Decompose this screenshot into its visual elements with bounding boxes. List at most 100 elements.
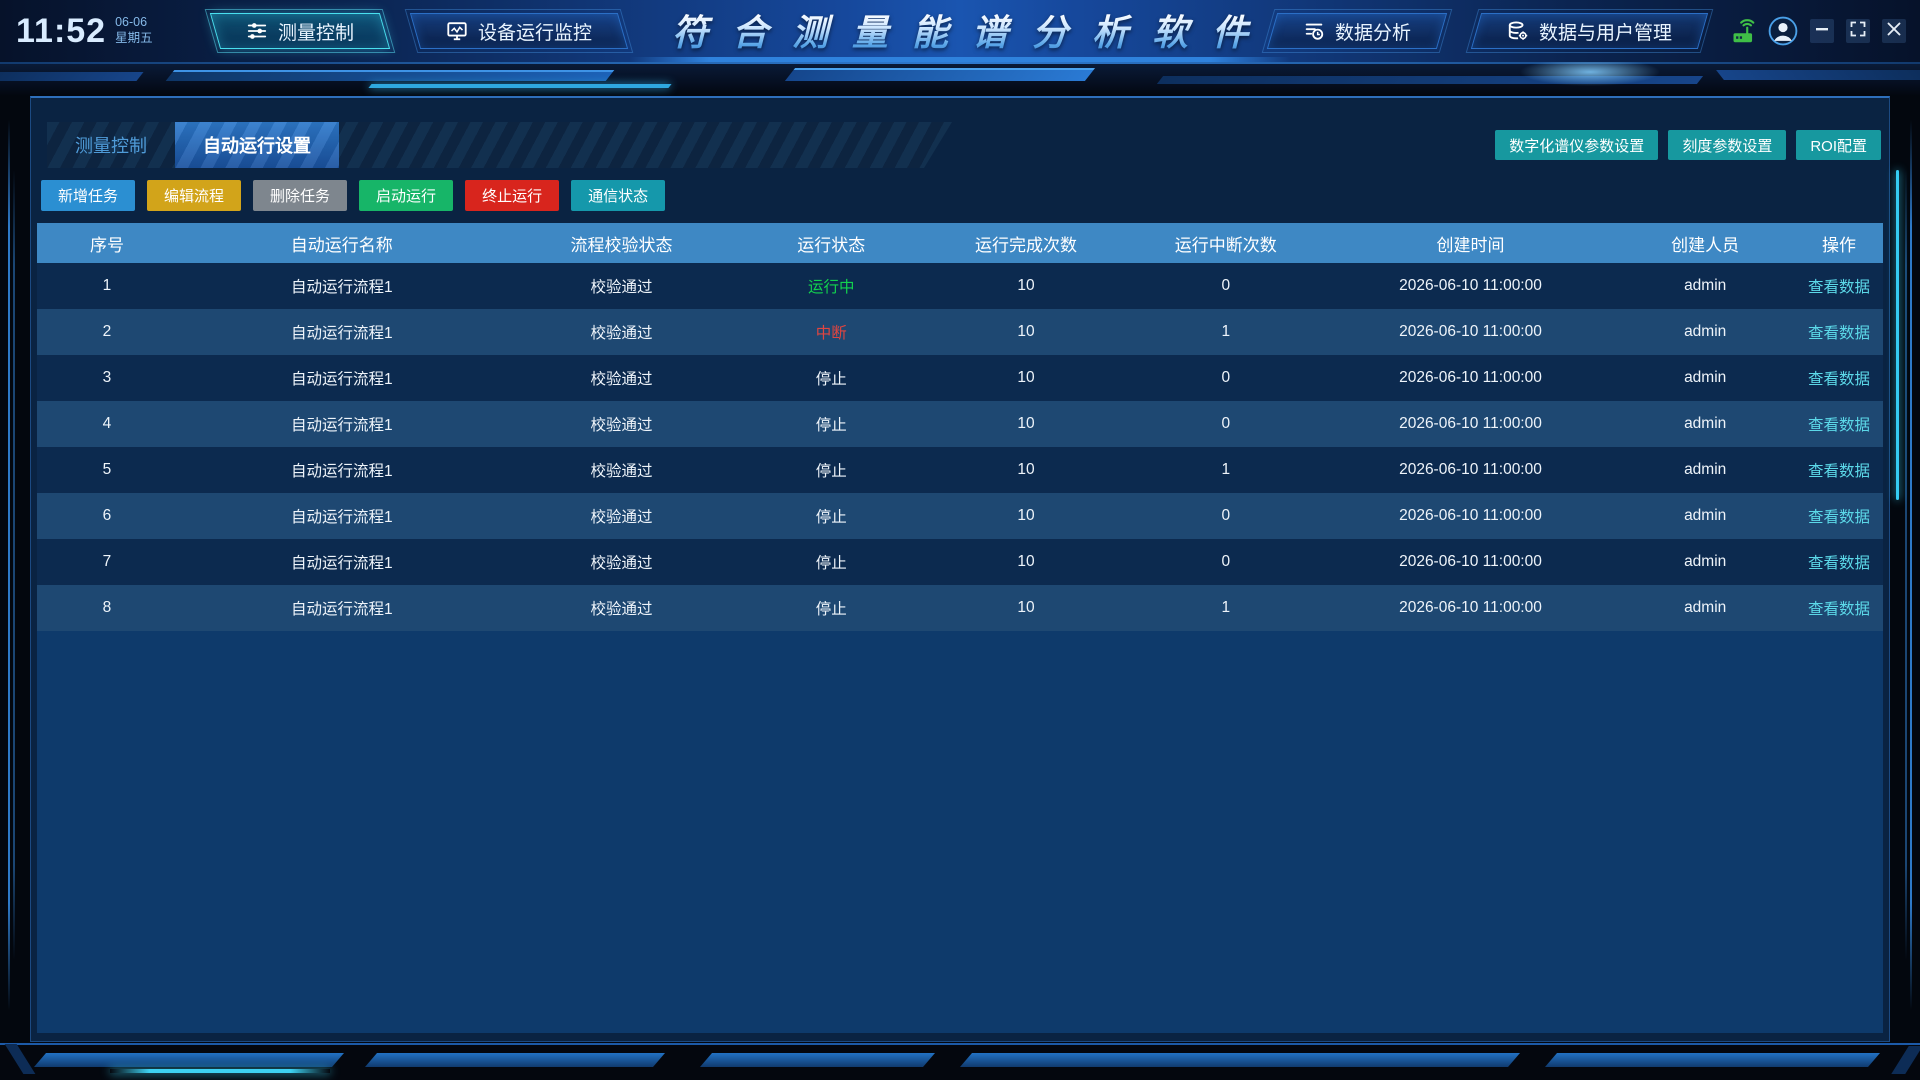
cell-creator: admin: [1684, 599, 1727, 616]
maximize-button[interactable]: [1846, 19, 1870, 43]
digitizer-params-button[interactable]: 数字化谱仪参数设置: [1495, 130, 1659, 160]
add-task-button[interactable]: 新增任务: [41, 180, 136, 211]
view-data-link[interactable]: 查看数据: [1808, 417, 1871, 434]
decor-bar: [165, 70, 615, 81]
cell-interrupted: 1: [1221, 599, 1231, 616]
cell-created: 2026-06-10 11:00:00: [1399, 323, 1542, 340]
device-online-icon[interactable]: [1729, 18, 1756, 45]
column-header: 运行中断次数: [1174, 235, 1277, 255]
cell-operation: 查看数据: [1795, 539, 1883, 585]
nav-tab-device-monitor[interactable]: 设备运行监控: [409, 13, 628, 49]
cell-check: 校验通过: [590, 371, 653, 388]
view-data-link[interactable]: 查看数据: [1808, 371, 1871, 388]
cell-check: 校验通过: [590, 417, 653, 434]
nav-tab-measure-control[interactable]: 测量控制: [209, 13, 390, 49]
cell-seq: 7: [102, 553, 112, 570]
tab-row: 测量控制 自动运行设置 数字化谱仪参数设置 刻度参数设置 ROI配置: [37, 122, 1883, 168]
decor-bar: [0, 72, 144, 81]
stop-run-button[interactable]: 终止运行: [465, 180, 560, 211]
view-data-link[interactable]: 查看数据: [1808, 509, 1871, 526]
cell-status: 停止: [815, 555, 847, 572]
table-header: 序号 自动运行名称 流程校验状态 运行状态 运行完成次数 运行中断次数 创建时间 创建人员 操作: [37, 223, 1883, 263]
cell-check: 校验通过: [590, 325, 653, 342]
cell-creator: admin: [1684, 553, 1727, 570]
column-header: 运行完成次数: [975, 235, 1078, 255]
nav-tab-data-analysis[interactable]: 数据分析: [1266, 13, 1448, 49]
calibration-params-button[interactable]: 刻度参数设置: [1668, 130, 1787, 160]
minimize-button[interactable]: [1810, 19, 1834, 43]
avatar-icon[interactable]: [1768, 16, 1798, 46]
cell-check: 校验通过: [590, 601, 653, 618]
nav-tab-label: 设备运行监控: [477, 22, 592, 44]
cell-interrupted: 0: [1221, 369, 1231, 386]
table-body: 1 自动运行流程1 校验通过 运行中 10 0 2026-06-10 11:00:00 adm…: [37, 263, 1883, 631]
report-icon: [1303, 20, 1325, 42]
cell-creator: admin: [1684, 323, 1727, 340]
cell-check: 校验通过: [590, 555, 653, 572]
table-row[interactable]: 2 自动运行流程1 校验通过 中断 10 1 2026-06-10 11:00:00 admi…: [37, 309, 1883, 355]
main-panel: 测量控制 自动运行设置 数字化谱仪参数设置 刻度参数设置 ROI配置 新增任务 编辑流程…: [30, 96, 1890, 1042]
cell-operation: 查看数据: [1795, 355, 1883, 401]
roi-config-button[interactable]: ROI配置: [1796, 130, 1881, 160]
decor-bar: [4, 1044, 36, 1074]
tab-measure-control[interactable]: 测量控制: [75, 136, 147, 156]
cell-seq: 2: [102, 323, 112, 340]
cell-operation: 查看数据: [1795, 493, 1883, 539]
cell-status: 停止: [815, 463, 847, 480]
delete-task-button[interactable]: 删除任务: [253, 180, 348, 211]
decor-bar: [784, 68, 1096, 81]
column-header: 运行状态: [797, 235, 866, 255]
cell-interrupted: 1: [1221, 461, 1231, 478]
table-row[interactable]: 3 自动运行流程1 校验通过 停止 10 0 2026-06-10 11:00:00 admi…: [37, 355, 1883, 401]
clock-time: 11:52: [16, 11, 107, 50]
edit-flow-button[interactable]: 编辑流程: [147, 180, 242, 211]
settings-buttons: 数字化谱仪参数设置 刻度参数设置 ROI配置: [1495, 130, 1881, 160]
comm-status-button[interactable]: 通信状态: [571, 180, 666, 211]
cell-seq: 5: [102, 461, 112, 478]
cell-creator: admin: [1684, 461, 1727, 478]
decor-bar: [1545, 1053, 1880, 1067]
nav-tab-label: 测量控制: [277, 22, 354, 44]
table-row[interactable]: 4 自动运行流程1 校验通过 停止 10 0 2026-06-10 11:00:00 admi…: [37, 401, 1883, 447]
task-action-buttons: 新增任务 编辑流程 删除任务 启动运行 终止运行 通信状态: [41, 180, 1883, 211]
view-data-link[interactable]: 查看数据: [1808, 555, 1871, 572]
cell-created: 2026-06-10 11:00:00: [1399, 553, 1542, 570]
cell-status: 停止: [815, 371, 847, 388]
view-data-link[interactable]: 查看数据: [1808, 601, 1871, 618]
table-row[interactable]: 5 自动运行流程1 校验通过 停止 10 1 2026-06-10 11:00:00 admi…: [37, 447, 1883, 493]
table-row[interactable]: 7 自动运行流程1 校验通过 停止 10 0 2026-06-10 11:00:00 admi…: [37, 539, 1883, 585]
cell-completed: 10: [1017, 415, 1035, 432]
cell-seq: 8: [102, 599, 112, 616]
decor-bar: [365, 1053, 665, 1067]
system-tray: [1729, 16, 1906, 46]
start-run-button[interactable]: 启动运行: [359, 180, 454, 211]
view-data-link[interactable]: 查看数据: [1808, 325, 1871, 342]
cell-name: 自动运行流程1: [290, 601, 393, 618]
cell-creator: admin: [1684, 277, 1727, 294]
edge-line-right: [1905, 170, 1907, 960]
table-row[interactable]: 6 自动运行流程1 校验通过 停止 10 0 2026-06-10 11:00:00 admi…: [37, 493, 1883, 539]
column-header: 创建时间: [1436, 235, 1505, 255]
column-header: 序号: [89, 235, 124, 255]
nav-tab-data-user-mgmt[interactable]: 数据与用户管理: [1470, 13, 1709, 49]
cell-interrupted: 0: [1221, 415, 1231, 432]
decor-glow: [110, 1069, 330, 1073]
cell-seq: 1: [102, 277, 112, 294]
decor-glow: [1520, 62, 1660, 86]
cell-created: 2026-06-10 11:00:00: [1399, 461, 1542, 478]
table-row[interactable]: 8 自动运行流程1 校验通过 停止 10 1 2026-06-10 11:00:00 admi…: [37, 585, 1883, 631]
clock-date: 06-06 星期五: [115, 15, 153, 46]
decor-bar: [368, 84, 672, 88]
table-row[interactable]: 1 自动运行流程1 校验通过 运行中 10 0 2026-06-10 11:00:00 adm…: [37, 263, 1883, 309]
close-button[interactable]: [1882, 19, 1906, 43]
table-area: 序号 自动运行名称 流程校验状态 运行状态 运行完成次数 运行中断次数 创建时间 创建人员 操作…: [37, 223, 1883, 1033]
tab-auto-run-settings[interactable]: 自动运行设置: [175, 122, 339, 168]
cell-completed: 10: [1017, 461, 1035, 478]
title-bar: 11:52 06-06 星期五 测量控制 设备运行监控 符合测量能谱分析软件 数据…: [0, 0, 1920, 62]
view-data-link[interactable]: 查看数据: [1808, 463, 1871, 480]
bottom-decoration: [0, 1042, 1920, 1080]
cell-name: 自动运行流程1: [290, 279, 393, 296]
view-data-link[interactable]: 查看数据: [1808, 279, 1871, 296]
cell-created: 2026-06-10 11:00:00: [1399, 599, 1542, 616]
